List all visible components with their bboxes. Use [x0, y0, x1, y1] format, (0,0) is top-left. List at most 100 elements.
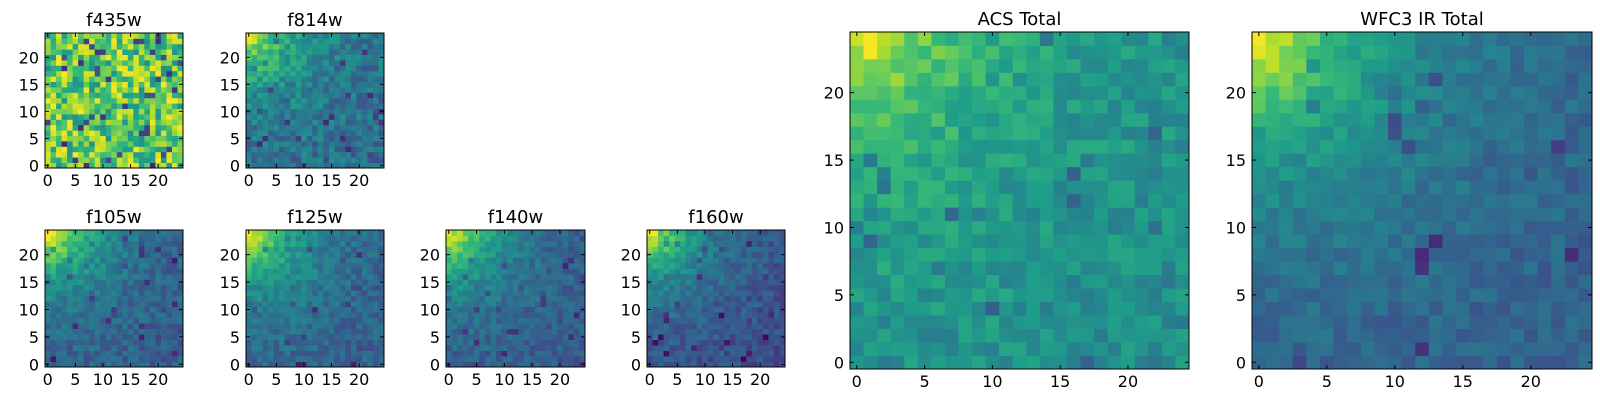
pixel-cell	[551, 334, 558, 340]
pixel-cell	[863, 315, 878, 329]
pixel-cell	[171, 262, 178, 269]
pixel-cell	[295, 70, 302, 77]
pixel-cell	[279, 361, 286, 368]
pixel-cell	[356, 130, 363, 136]
pixel-cell	[334, 246, 341, 253]
pixel-cell	[757, 323, 764, 330]
pixel-cell	[295, 268, 302, 275]
pixel-cell	[890, 153, 905, 168]
pixel-cell	[729, 306, 736, 313]
pixel-cell	[573, 301, 580, 308]
pixel-cell	[850, 247, 864, 262]
pixel-cell	[339, 76, 346, 82]
pixel-cell	[904, 261, 919, 276]
pixel-cell	[367, 108, 374, 115]
pixel-cell	[674, 323, 681, 330]
pixel-cell	[917, 139, 932, 154]
pixel-cell	[50, 230, 57, 236]
pixel-cell	[958, 274, 973, 289]
pixel-cell	[1148, 274, 1163, 289]
pixel-cell	[696, 301, 703, 308]
pixel-cell	[50, 81, 57, 88]
x-tick-label: 10	[494, 370, 514, 389]
pixel-cell	[1161, 180, 1176, 195]
pixel-cell	[451, 339, 458, 346]
pixel-cell	[306, 290, 313, 297]
pixel-cell	[1107, 99, 1122, 114]
pixel-cell	[518, 251, 525, 258]
pixel-cell	[116, 81, 123, 88]
pixel-cell	[729, 328, 736, 335]
pixel-cell	[149, 317, 156, 324]
pixel-cell	[904, 58, 919, 73]
pixel-cell	[518, 301, 525, 308]
pixel-cell	[367, 328, 374, 335]
pixel-cell	[451, 323, 458, 330]
pixel-cell	[111, 262, 118, 269]
pixel-cell	[67, 257, 73, 264]
pixel-cell	[356, 301, 363, 308]
pixel-cell	[1094, 355, 1109, 370]
pixel-cell	[67, 70, 73, 77]
pixel-cell	[863, 355, 878, 370]
pixel-cell	[1066, 180, 1081, 195]
pixel-cell	[257, 301, 263, 308]
pixel-cell	[100, 246, 107, 253]
pixel-cell	[83, 273, 90, 280]
pixel-cell	[284, 141, 291, 147]
pixel-cell	[251, 65, 258, 72]
pixel-cell	[696, 230, 703, 236]
pixel-cell	[473, 356, 480, 362]
pixel-cell	[317, 257, 324, 264]
pixel-cell	[133, 306, 140, 313]
pixel-cell	[345, 290, 352, 297]
pixel-cell	[312, 65, 319, 72]
pixel-cell	[144, 279, 151, 286]
pixel-cell	[100, 135, 107, 142]
pixel-cell	[262, 306, 269, 313]
pixel-cell	[740, 295, 747, 302]
pixel-cell	[490, 356, 497, 362]
pixel-cell	[735, 279, 742, 286]
pixel-cell	[579, 273, 586, 280]
pixel-cell	[663, 323, 670, 330]
pixel-cell	[523, 257, 530, 264]
pixel-cell	[279, 339, 286, 346]
pixel-cell	[257, 240, 263, 247]
y-tick-label: 10	[19, 300, 39, 319]
pixel-cell	[345, 157, 352, 163]
pixel-cell	[1401, 247, 1416, 262]
pixel-cell	[72, 141, 79, 147]
pixel-cell	[1026, 288, 1041, 302]
pixel-cell	[301, 124, 308, 131]
pixel-cell	[100, 92, 107, 99]
pixel-cell	[328, 323, 335, 330]
pixel-cell	[972, 261, 986, 276]
pixel-cell	[94, 38, 101, 45]
pixel-cell	[301, 312, 308, 319]
pixel-cell	[746, 323, 753, 330]
pixel-cell	[89, 97, 96, 104]
pixel-cell	[1265, 355, 1280, 370]
pixel-cell	[663, 284, 670, 291]
pixel-cell	[740, 257, 747, 264]
pixel-cell	[473, 350, 480, 357]
pixel-cell	[78, 81, 85, 88]
pixel-cell	[350, 284, 357, 291]
pixel-cell	[177, 43, 184, 50]
pixel-cell	[149, 301, 156, 308]
pixel-cell	[83, 345, 90, 351]
pixel-cell	[89, 235, 96, 242]
pixel-cell	[166, 151, 173, 158]
pixel-cell	[171, 103, 178, 109]
pixel-cell	[1578, 234, 1593, 249]
pixel-cell	[94, 273, 101, 280]
pixel-cell	[877, 207, 892, 222]
pixel-cell	[100, 157, 107, 163]
pixel-cell	[262, 33, 269, 39]
axes-frame	[445, 229, 586, 368]
pixel-cell	[1094, 342, 1109, 356]
pixel-cell	[999, 126, 1014, 141]
pixel-cell	[273, 279, 280, 286]
pixel-cell	[290, 350, 297, 357]
